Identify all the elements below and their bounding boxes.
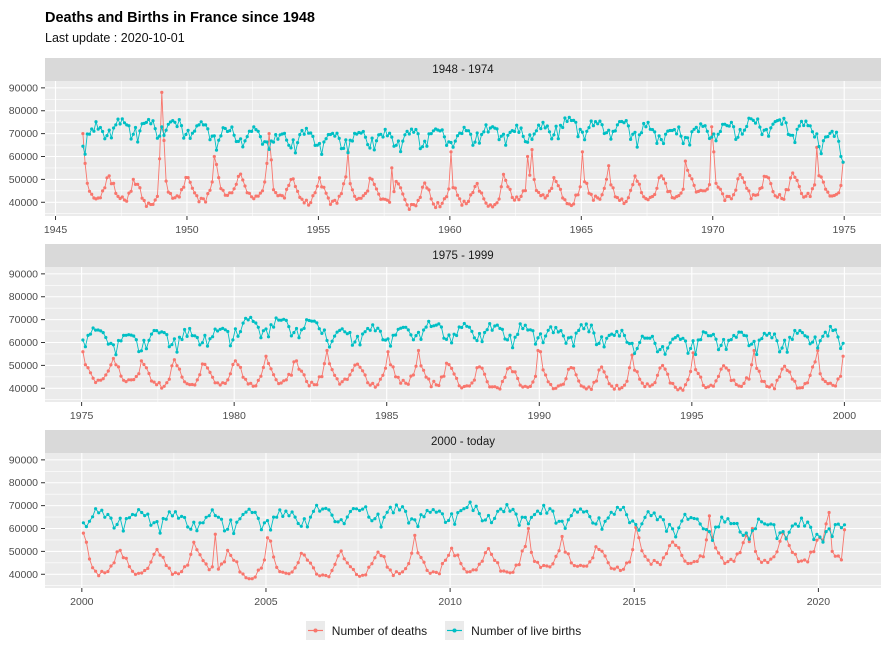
panel-plot-2000-today: 40000 50000 60000 70000 80000 90000 2000 2005 20… [9, 453, 881, 608]
svg-text:1975: 1975 [70, 410, 94, 422]
svg-text:2010: 2010 [438, 596, 462, 608]
svg-text:2000: 2000 [70, 596, 94, 608]
facet-strip-label-2: 1975 - 1999 [45, 244, 881, 267]
svg-text:50000: 50000 [9, 360, 38, 372]
svg-text:1985: 1985 [375, 410, 399, 422]
svg-text:70000: 70000 [9, 128, 38, 140]
panel-plot-1948-1974: 40000 50000 60000 70000 80000 90000 1945 1950 19… [9, 81, 881, 236]
svg-text:60000: 60000 [9, 151, 38, 163]
legend-item-births: Number of live births [445, 621, 581, 640]
facet-strip-label-3: 2000 - today [45, 430, 881, 453]
svg-text:1955: 1955 [307, 224, 331, 236]
legend-key-births-icon [445, 621, 465, 640]
svg-text:40000: 40000 [9, 383, 38, 395]
svg-text:1990: 1990 [528, 410, 552, 422]
chart-title: Deaths and Births in France since 1948 [45, 10, 315, 26]
svg-text:2020: 2020 [807, 596, 831, 608]
svg-text:1980: 1980 [222, 410, 246, 422]
svg-text:70000: 70000 [9, 500, 38, 512]
svg-text:50000: 50000 [9, 174, 38, 186]
svg-text:80000: 80000 [9, 291, 38, 303]
svg-text:90000: 90000 [9, 268, 38, 280]
legend-key-deaths-icon [305, 621, 325, 640]
svg-text:1950: 1950 [175, 224, 199, 236]
svg-text:80000: 80000 [9, 105, 38, 117]
svg-text:60000: 60000 [9, 523, 38, 535]
svg-text:60000: 60000 [9, 337, 38, 349]
svg-text:2005: 2005 [254, 596, 278, 608]
svg-text:1975: 1975 [833, 224, 857, 236]
legend-label-births: Number of live births [471, 623, 582, 638]
panel-plot-1975-1999: 40000 50000 60000 70000 80000 90000 1975 1980 19… [9, 267, 881, 422]
facet-1948-1974: 1948 - 1974 40000 50000 60000 70000 80000 900… [0, 58, 887, 239]
svg-text:70000: 70000 [9, 314, 38, 326]
svg-text:80000: 80000 [9, 477, 38, 489]
svg-text:1960: 1960 [438, 224, 462, 236]
legend: Number of deaths Number of live births [0, 621, 887, 640]
svg-text:90000: 90000 [9, 454, 38, 466]
facet-1975-1999: 1975 - 1999 40000 50000 60000 70000 80000 900… [0, 244, 887, 425]
svg-text:1965: 1965 [570, 224, 594, 236]
svg-text:1995: 1995 [680, 410, 704, 422]
svg-text:40000: 40000 [9, 569, 38, 581]
svg-text:2000: 2000 [833, 410, 857, 422]
legend-item-deaths: Number of deaths [305, 621, 428, 640]
svg-text:2015: 2015 [623, 596, 647, 608]
svg-text:90000: 90000 [9, 82, 38, 94]
svg-text:1970: 1970 [701, 224, 725, 236]
facet-strip-label-1: 1948 - 1974 [45, 58, 881, 81]
facet-2000-today: 2000 - today 40000 50000 60000 70000 80000 90… [0, 430, 887, 611]
svg-text:50000: 50000 [9, 546, 38, 558]
svg-text:1945: 1945 [44, 224, 68, 236]
chart-subtitle: Last update : 2020-10-01 [45, 31, 185, 45]
svg-text:40000: 40000 [9, 197, 38, 209]
legend-label-deaths: Number of deaths [331, 623, 428, 638]
